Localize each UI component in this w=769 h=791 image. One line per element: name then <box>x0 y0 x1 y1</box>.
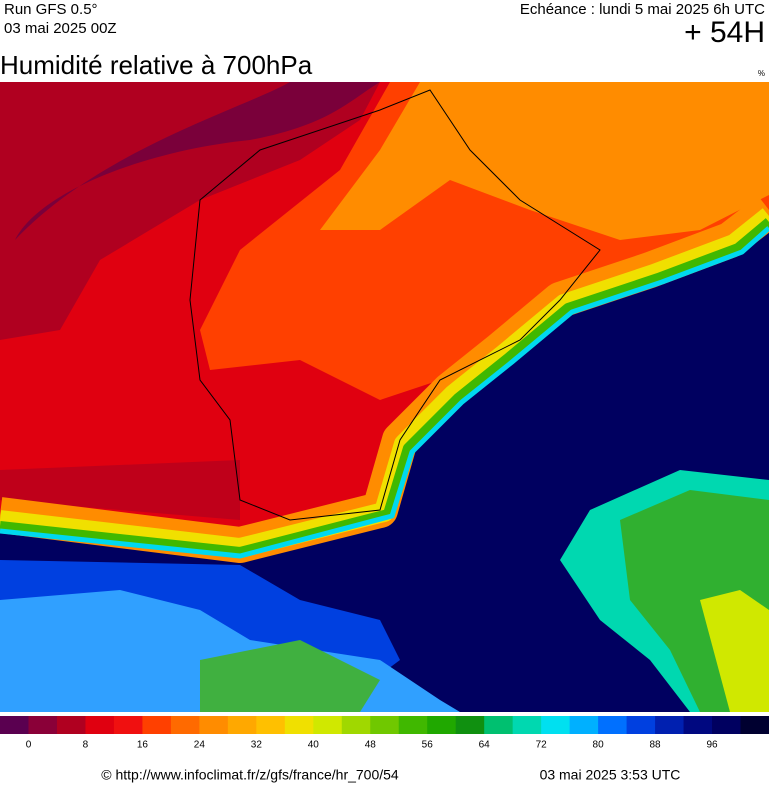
colorbar-swatch <box>85 716 115 734</box>
lead-time: + 54H <box>684 16 765 49</box>
colorbar-label: 72 <box>536 740 548 751</box>
colorbar-swatch <box>512 716 542 734</box>
colorbar-label: 48 <box>365 740 377 751</box>
field-zone <box>320 82 769 240</box>
colorbar-swatch <box>313 716 343 734</box>
field-zone <box>15 82 380 240</box>
map <box>0 82 769 712</box>
colorbar-swatch <box>569 716 599 734</box>
colorbar-swatch <box>341 716 371 734</box>
colorbar-swatch <box>427 716 457 734</box>
source-credit: © http://www.infoclimat.fr/z/gfs/france/… <box>101 767 399 783</box>
colorbar-label: 32 <box>251 740 263 751</box>
colorbar-label: 40 <box>308 740 320 751</box>
colorbar-swatch <box>370 716 400 734</box>
colorbar-swatch <box>284 716 314 734</box>
unit-label: % <box>758 69 765 78</box>
colorbar-swatch <box>227 716 257 734</box>
colorbar-swatch <box>712 716 742 734</box>
colorbar-swatch <box>740 716 769 734</box>
colorbar-label: 56 <box>422 740 434 751</box>
colorbar: 0 8 16 24 32 40 48 56 64 72 80 88 96 <box>0 716 769 751</box>
colorbar-label: 0 <box>26 740 32 751</box>
colorbar-label: 88 <box>650 740 662 751</box>
colorbar-swatch <box>0 716 29 734</box>
colorbar-label: 64 <box>479 740 491 751</box>
colorbar-swatch <box>56 716 86 734</box>
colorbar-label: 16 <box>137 740 149 751</box>
timestamp: 03 mai 2025 3:53 UTC <box>540 767 681 783</box>
colorbar-label: 24 <box>194 740 206 751</box>
valid-time: Echéance : lundi 5 mai 2025 6h UTC <box>520 1 765 18</box>
map-title: Humidité relative à 700hPa <box>0 50 313 80</box>
colorbar-swatch <box>142 716 172 734</box>
colorbar-swatch <box>626 716 656 734</box>
field-zone <box>0 82 380 340</box>
run-label: Run GFS 0.5° <box>4 1 98 18</box>
colorbar-swatch <box>28 716 58 734</box>
colorbar-swatch <box>598 716 628 734</box>
colorbar-swatch <box>113 716 143 734</box>
colorbar-label: 96 <box>706 740 718 751</box>
colorbar-swatch <box>683 716 713 734</box>
front-band <box>0 195 769 563</box>
country-border <box>189 89 601 521</box>
colorbar-label: 80 <box>593 740 605 751</box>
field-zone <box>700 590 769 712</box>
colorbar-swatch <box>655 716 685 734</box>
colorbar-swatch <box>398 716 428 734</box>
colorbar-swatch <box>199 716 229 734</box>
colorbar-swatch <box>541 716 571 734</box>
run-date: 03 mai 2025 00Z <box>4 20 117 37</box>
colorbar-swatch <box>256 716 286 734</box>
field-zone <box>200 640 380 712</box>
colorbar-label: 8 <box>83 740 89 751</box>
colorbar-swatch <box>170 716 200 734</box>
colorbar-swatch <box>484 716 514 734</box>
colorbar-swatch <box>455 716 485 734</box>
